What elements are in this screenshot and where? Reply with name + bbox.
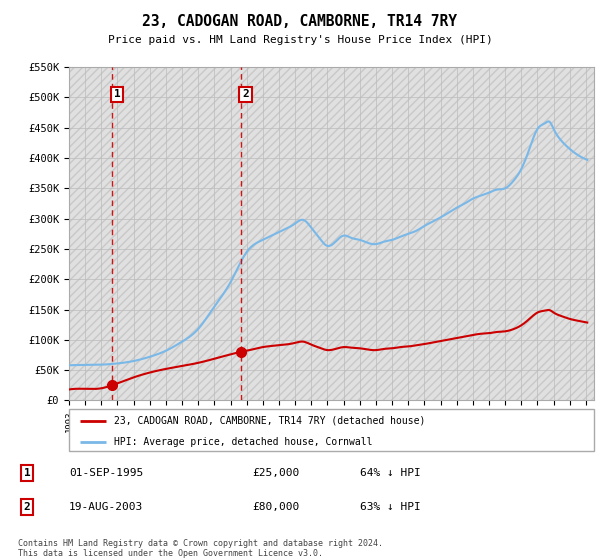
Text: Contains HM Land Registry data © Crown copyright and database right 2024.
This d: Contains HM Land Registry data © Crown c… (18, 539, 383, 558)
Text: 23, CADOGAN ROAD, CAMBORNE, TR14 7RY: 23, CADOGAN ROAD, CAMBORNE, TR14 7RY (143, 14, 458, 29)
FancyBboxPatch shape (69, 409, 594, 451)
Text: Price paid vs. HM Land Registry's House Price Index (HPI): Price paid vs. HM Land Registry's House … (107, 35, 493, 45)
Text: 1: 1 (23, 468, 31, 478)
Text: 19-AUG-2003: 19-AUG-2003 (69, 502, 143, 512)
Bar (69, 67, 594, 400)
Text: 1: 1 (113, 90, 121, 100)
Text: £25,000: £25,000 (252, 468, 299, 478)
Text: 01-SEP-1995: 01-SEP-1995 (69, 468, 143, 478)
Text: 63% ↓ HPI: 63% ↓ HPI (360, 502, 421, 512)
Text: HPI: Average price, detached house, Cornwall: HPI: Average price, detached house, Corn… (113, 437, 372, 446)
Text: 2: 2 (23, 502, 31, 512)
Text: £80,000: £80,000 (252, 502, 299, 512)
Text: 23, CADOGAN ROAD, CAMBORNE, TR14 7RY (detached house): 23, CADOGAN ROAD, CAMBORNE, TR14 7RY (de… (113, 416, 425, 426)
Text: 64% ↓ HPI: 64% ↓ HPI (360, 468, 421, 478)
Text: 2: 2 (242, 90, 249, 100)
